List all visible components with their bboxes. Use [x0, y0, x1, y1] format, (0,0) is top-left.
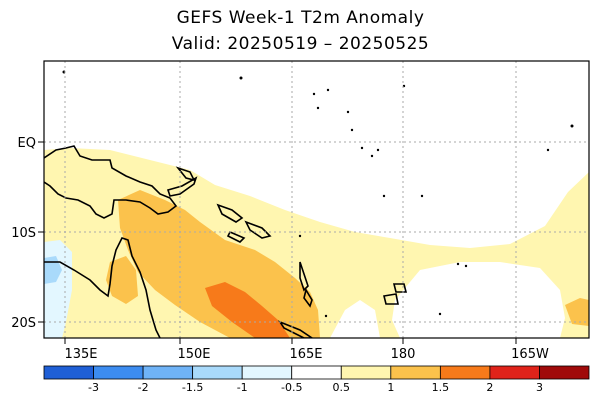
colorbar-label: 2	[486, 381, 493, 394]
colorbar-swatch	[439, 365, 491, 380]
colorbar-swatch	[340, 365, 392, 380]
colorbar-swatch	[241, 365, 293, 380]
lon-label-165w: 165W	[511, 347, 549, 362]
colorbar-label: -1.5	[182, 381, 203, 394]
lat-label-10s: 10S	[11, 226, 36, 241]
colorbar-swatch	[93, 365, 144, 380]
lat-label-eq: EQ	[18, 136, 36, 151]
colorbar-swatch	[291, 365, 342, 380]
map-subtitle: Valid: 20250519 – 20250525	[171, 34, 430, 54]
anomaly-region-moderate-cool	[44, 256, 62, 284]
colorbar-label: -0.5	[281, 381, 302, 394]
colorbar-label: -1	[237, 381, 248, 394]
colorbar-swatch	[43, 365, 94, 380]
anomaly-region-moderate-warm	[118, 190, 320, 338]
colorbar-label: 3	[536, 381, 543, 394]
colorbar-swatch	[390, 365, 441, 380]
anomaly-region-neutral-2	[330, 300, 380, 338]
lon-label-180: 180	[391, 347, 416, 362]
colorbar-label: 1.5	[432, 381, 450, 394]
small-islands	[62, 70, 574, 318]
colorbar: -3 -2 -1.5 -1 -0.5 0.5 1 1.5 2 3	[43, 365, 590, 394]
colorbar-label: 0.5	[333, 381, 351, 394]
anomaly-region-strong-warm	[205, 282, 290, 338]
map-title: GEFS Week-1 T2m Anomaly	[176, 8, 425, 28]
colorbar-label: -2	[138, 381, 149, 394]
colorbar-swatch	[489, 365, 540, 380]
colorbar-swatch	[142, 365, 194, 380]
anomaly-region-neutral	[392, 262, 565, 338]
colorbar-label: -3	[88, 381, 99, 394]
lat-label-20s: 20S	[11, 316, 36, 331]
colorbar-swatch	[539, 365, 590, 380]
map-border	[43, 60, 590, 339]
lon-label-135e: 135E	[64, 347, 97, 362]
lon-label-150e: 150E	[177, 347, 210, 362]
anomaly-fields	[44, 148, 589, 338]
coastlines	[44, 145, 408, 338]
anomaly-region-moderate-warm-2	[106, 256, 138, 304]
colorbar-label: 1	[387, 381, 394, 394]
anomaly-region-moderate-warm-3	[565, 298, 589, 326]
colorbar-swatch	[192, 365, 243, 380]
lon-label-165e: 165E	[289, 347, 322, 362]
axis-ticks	[38, 141, 517, 344]
gridlines	[44, 61, 589, 338]
